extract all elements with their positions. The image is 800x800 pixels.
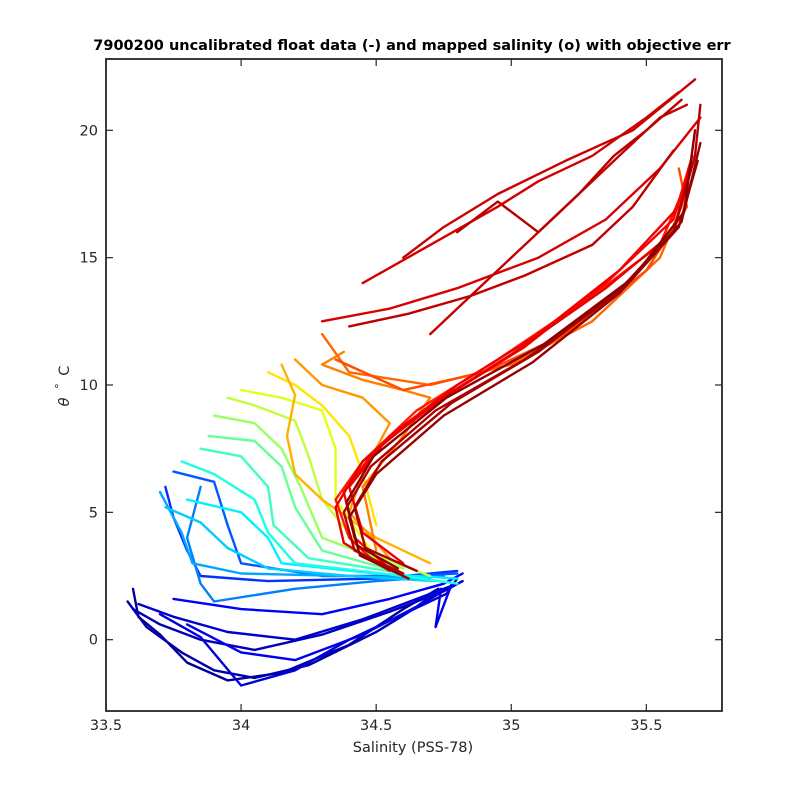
profile-line-12 [164,506,437,583]
profile-line-19 [239,388,378,560]
x-axis: 33.5 34 34.5 35 35.5 [90,59,662,734]
y-tick-label-2: 5 [89,505,98,521]
x-tick-label-5: 35.5 [630,718,662,734]
profile-line-39 [345,129,697,570]
profile-line-21 [280,363,432,565]
profile-line-33 [429,103,689,336]
profile-line-26 [334,180,689,565]
y-axis-label: θ ° C [51,366,73,407]
y-tick-label-3: 10 [80,378,98,394]
y-tick-label-5: 20 [80,123,98,139]
profile-line-29 [334,167,691,573]
profile-line-4 [137,582,459,641]
profile-line-36 [342,103,702,575]
profile-line-35 [456,98,683,234]
y-axis-label-unit: C [57,366,73,376]
y-tick-label-4: 15 [80,251,98,267]
profile-line-17 [212,414,405,570]
profile-line-6 [185,582,453,662]
x-tick-label-4: 35 [502,718,520,734]
profile-line-1 [131,587,440,682]
profile-lines [126,78,702,687]
profile-line-10 [185,485,445,603]
y-axis-label-symbol: θ [57,397,73,406]
profile-line-31 [361,90,680,285]
x-tick-label-3: 34.5 [360,718,392,734]
chart-title: 7900200 uncalibrated float data (-) and … [93,38,731,54]
svg-text:θ ° C: θ ° C [51,366,73,407]
x-tick-label-2: 34 [232,718,250,734]
y-axis: 0 5 10 15 20 [80,123,722,649]
profile-line-15 [199,447,405,575]
y-tick-label-1: 0 [89,633,98,649]
profile-line-28 [348,205,680,565]
y-axis-label-degree: ° [53,383,66,389]
profile-line-14 [180,460,459,585]
profile-line-25 [334,167,689,392]
profile-line-32 [402,78,697,259]
x-axis-label: Salinity (PSS-78) [353,740,473,756]
x-tick-label-1: 33.5 [90,718,122,734]
profile-line-34 [348,149,675,328]
profile-line-23 [320,350,432,552]
profile-line-38 [348,159,699,580]
profile-line-24 [320,192,689,387]
profile-line-16 [207,434,405,575]
profile-line-30 [320,116,702,323]
profile-line-37 [353,141,702,573]
plot-frame [105,58,723,712]
